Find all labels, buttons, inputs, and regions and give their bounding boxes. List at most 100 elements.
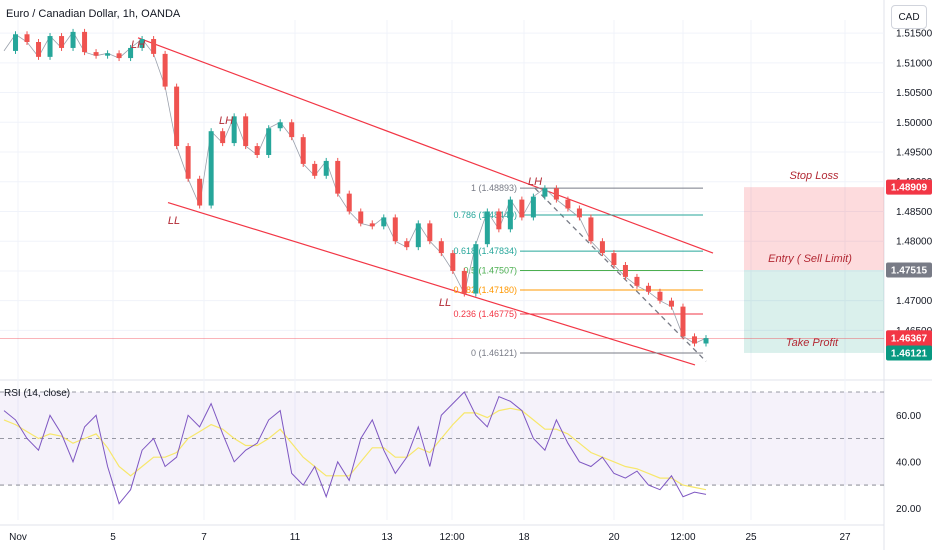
candle xyxy=(116,53,122,59)
candle xyxy=(634,276,640,286)
candle xyxy=(450,253,456,271)
candle xyxy=(611,253,617,265)
candle xyxy=(24,34,30,43)
fib-level-label: 0.5 (1.47507) xyxy=(463,266,517,276)
candle xyxy=(576,208,582,218)
candle xyxy=(404,241,410,248)
candle xyxy=(185,146,191,179)
candle xyxy=(657,291,663,301)
candle xyxy=(599,241,605,254)
candle xyxy=(415,223,421,248)
candle xyxy=(289,122,295,138)
candle xyxy=(82,31,88,53)
candle xyxy=(369,223,375,227)
candle xyxy=(220,131,226,144)
price-series xyxy=(3,28,709,347)
candle xyxy=(392,217,398,242)
candle xyxy=(645,285,651,292)
time-tick-label: 12:00 xyxy=(670,532,695,543)
candle xyxy=(254,146,260,155)
fibonacci-retracement[interactable]: 1 (1.48893)0.786 (1.48440)0.618 (1.47834… xyxy=(453,183,703,358)
pattern-label: LL xyxy=(439,297,451,309)
channel-lower-line xyxy=(167,201,696,366)
price-tick-label: 1.48500 xyxy=(896,207,932,218)
candle xyxy=(588,217,594,242)
candle xyxy=(427,223,433,242)
candle xyxy=(128,47,134,59)
candle xyxy=(266,128,272,155)
candle xyxy=(151,39,157,54)
rsi-ma-line xyxy=(3,407,707,491)
candle xyxy=(93,52,99,56)
candle xyxy=(312,163,318,176)
time-tick-label: 27 xyxy=(839,532,851,543)
rsi-tick-label: 20.00 xyxy=(896,504,921,515)
rsi-series xyxy=(3,391,707,505)
candle xyxy=(680,306,686,337)
candle xyxy=(47,36,53,57)
stop-loss-label: Stop Loss xyxy=(790,170,839,182)
rsi-tick-label: 40.00 xyxy=(896,457,921,468)
fib-level-label: 0 (1.46121) xyxy=(471,348,517,358)
fib-level-label: 1 (1.48893) xyxy=(471,183,517,193)
descending-channel[interactable] xyxy=(137,37,714,366)
candle xyxy=(231,116,237,144)
price-badge xyxy=(886,262,932,278)
candle xyxy=(70,31,76,48)
price-tick-label: 1.47000 xyxy=(896,296,932,307)
fib-level-label: 0.236 (1.46775) xyxy=(453,309,517,319)
trend-projection-line xyxy=(534,187,707,362)
price-badge xyxy=(886,179,932,195)
time-tick-label: 13 xyxy=(381,532,393,543)
candle xyxy=(243,116,249,147)
candle xyxy=(530,196,536,218)
candle xyxy=(461,270,467,294)
rsi-title[interactable]: RSI (14, close) xyxy=(4,388,71,399)
rsi-tick-label: 60.00 xyxy=(896,411,921,422)
price-tick-label: 1.50500 xyxy=(896,88,932,99)
candle xyxy=(668,300,674,307)
price-badge-label: 1.48909 xyxy=(891,183,928,194)
candle xyxy=(622,264,628,277)
time-tick-label: 18 xyxy=(518,532,530,543)
candle xyxy=(197,178,203,206)
candle xyxy=(542,188,548,197)
currency-button[interactable]: CAD xyxy=(891,5,927,29)
price-badge xyxy=(886,345,932,361)
time-tick-label: 11 xyxy=(290,532,301,543)
price-tick-label: 1.48000 xyxy=(896,237,932,248)
pattern-label: LH xyxy=(219,115,233,127)
fib-level-label: 0.382 (1.47180) xyxy=(453,285,517,295)
price-tick-label: 1.49500 xyxy=(896,148,932,159)
candle xyxy=(358,211,364,224)
candle xyxy=(335,160,341,194)
entry-label: Entry ( Sell Limit) xyxy=(768,253,852,265)
candle xyxy=(496,211,502,230)
pattern-label: LH xyxy=(131,39,145,51)
pattern-labels: LH LL LH LL LH xyxy=(131,39,542,309)
take-profit-label: Take Profit xyxy=(786,337,839,349)
candle xyxy=(691,336,697,344)
candle xyxy=(565,199,571,209)
channel-upper-line xyxy=(137,37,714,254)
price-badge-label: 1.46121 xyxy=(891,348,928,359)
price-tick-label: 1.51500 xyxy=(896,29,932,40)
candle xyxy=(519,199,525,218)
price-tick-label: 1.51000 xyxy=(896,58,932,69)
price-badge-label: 1.46367 xyxy=(891,333,928,344)
candle xyxy=(703,338,709,344)
symbol-title[interactable]: Euro / Canadian Dollar, 1h, OANDA xyxy=(6,8,181,20)
candle xyxy=(473,244,479,294)
time-tick-label: 12:00 xyxy=(439,532,464,543)
price-badge-label: 1.47515 xyxy=(891,266,928,277)
rsi-axis[interactable]: 60.00 40.00 20.00 xyxy=(896,411,921,515)
candle xyxy=(346,193,352,212)
candle xyxy=(59,36,65,48)
time-axis[interactable]: Nov 5 7 11 13 12:00 18 20 12:00 25 27 xyxy=(9,532,851,543)
position-tool[interactable]: Stop Loss Entry ( Sell Limit) Take Profit xyxy=(0,170,884,353)
take-profit-zone xyxy=(744,270,884,353)
pattern-label: LL xyxy=(168,215,180,227)
